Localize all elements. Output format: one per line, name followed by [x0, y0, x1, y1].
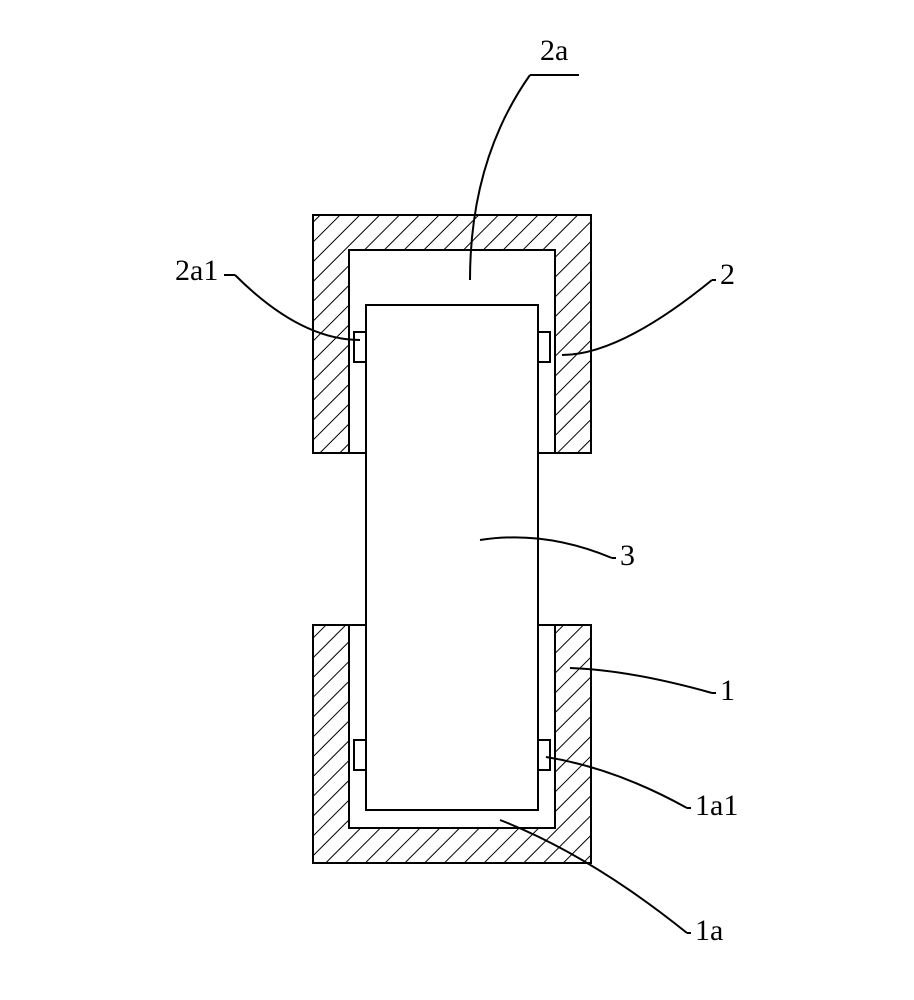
lower-left-tab	[354, 740, 366, 770]
label-l_2-text: 2	[720, 258, 735, 291]
label-l_2a1-text: 2a1	[175, 254, 218, 287]
label-l_2a-text: 2a	[540, 34, 568, 67]
center-bar	[366, 305, 538, 810]
label-l_1a-text: 1a	[695, 914, 723, 947]
upper-left-tab	[354, 332, 366, 362]
label-l_1: 1	[570, 668, 735, 707]
label-l_3-text: 3	[620, 539, 635, 572]
upper-right-tab	[538, 332, 550, 362]
lower-right-tab	[538, 740, 550, 770]
label-l_1-text: 1	[720, 674, 735, 707]
label-l_1a1-text: 1a1	[695, 789, 738, 822]
